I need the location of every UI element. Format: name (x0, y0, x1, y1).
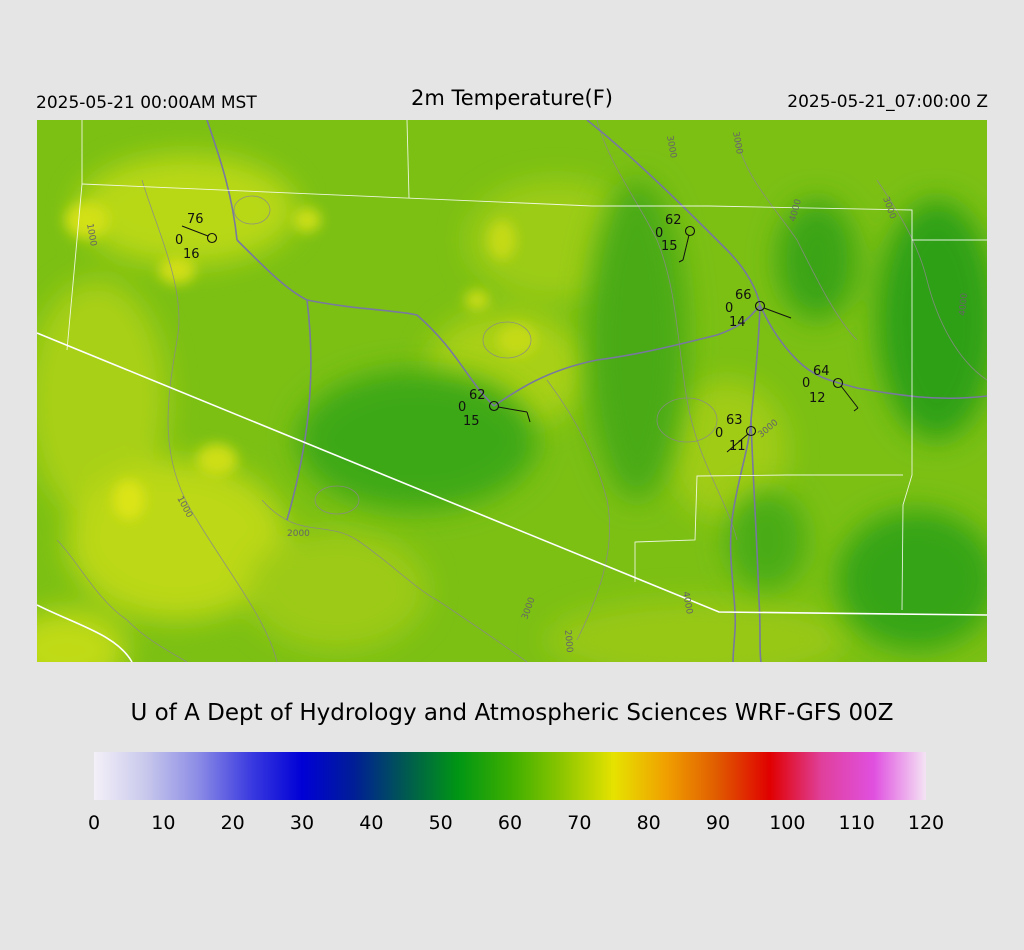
colorbar-ticks: 0 10 20 30 40 50 60 70 80 90 100 110 120 (0, 812, 1024, 842)
colorbar-tick-label: 120 (907, 812, 945, 834)
station-wind: 0 (655, 226, 663, 241)
local-time-label: 2025-05-21 00:00AM MST (36, 93, 257, 113)
colorbar-tick-label: 110 (838, 812, 875, 834)
contour-label: 2000 (562, 629, 574, 653)
contour-label: 3000 (664, 135, 678, 160)
station-wind: 0 (725, 301, 733, 316)
station-temperature: 62 (469, 388, 486, 403)
station-dewpoint: 16 (183, 247, 200, 262)
weather-stations: 76 0 16 62 0 15 66 0 14 (175, 212, 859, 454)
model-credit: U of A Dept of Hydrology and Atmospheric… (130, 700, 894, 726)
contour-label: 3000 (730, 131, 744, 156)
map-canvas: 1000 1000 2000 3000 3000 4000 3000 4000 … (37, 120, 987, 662)
station-wind: 0 (458, 400, 466, 415)
state-boundaries (37, 332, 987, 662)
map-title: 2m Temperature(F) (411, 86, 613, 110)
contour-label: 1000 (84, 223, 98, 248)
warm-spots (65, 202, 537, 520)
colorbar-tick-label: 0 (87, 812, 101, 834)
cool-areas (297, 180, 987, 650)
station-plot: 63 0 11 (715, 413, 757, 454)
colorbar-tick-label: 70 (567, 812, 592, 834)
station-dewpoint: 15 (661, 239, 678, 254)
colorbar-tick-label: 30 (289, 812, 315, 834)
station-dewpoint: 15 (463, 414, 480, 429)
station-dewpoint: 12 (809, 391, 826, 406)
station-dewpoint: 11 (729, 439, 746, 454)
station-plot: 62 0 15 (458, 388, 531, 429)
highways (206, 120, 987, 662)
station-plot: 64 0 12 (802, 364, 859, 412)
station-temperature: 64 (813, 364, 830, 379)
station-temperature: 63 (726, 413, 743, 428)
station-dewpoint: 14 (729, 315, 746, 330)
elevation-contours (56, 120, 987, 662)
station-temperature: 66 (735, 288, 752, 303)
station-plot: 66 0 14 (725, 288, 792, 330)
colorbar-tick-label: 90 (705, 812, 731, 834)
station-wind: 0 (175, 233, 183, 248)
station-wind: 0 (802, 376, 810, 391)
colorbar-tick-label: 50 (428, 812, 453, 834)
colorbar-tick-label: 100 (769, 812, 806, 834)
colorbar-tick-label: 20 (220, 812, 245, 834)
station-wind: 0 (715, 426, 723, 441)
station-plot: 76 0 16 (175, 212, 218, 262)
colorbar-tick-label: 40 (359, 812, 384, 834)
temperature-colorbar (94, 752, 926, 800)
temperature-map: 1000 1000 2000 3000 3000 4000 3000 4000 … (37, 120, 987, 662)
station-temperature: 76 (187, 212, 204, 227)
station-plot: 62 0 15 (655, 213, 696, 263)
colorbar-tick-label: 60 (497, 812, 523, 834)
colorbar-tick-label: 10 (151, 812, 176, 834)
station-temperature: 62 (665, 213, 682, 228)
contour-label: 2000 (287, 529, 310, 539)
county-boundaries (66, 120, 987, 611)
contour-label: 4000 (680, 591, 694, 616)
colorbar-tick-label: 80 (636, 812, 661, 834)
contour-label: 4000 (958, 292, 970, 316)
utc-time-label: 2025-05-21_07:00:00 Z (787, 92, 988, 112)
